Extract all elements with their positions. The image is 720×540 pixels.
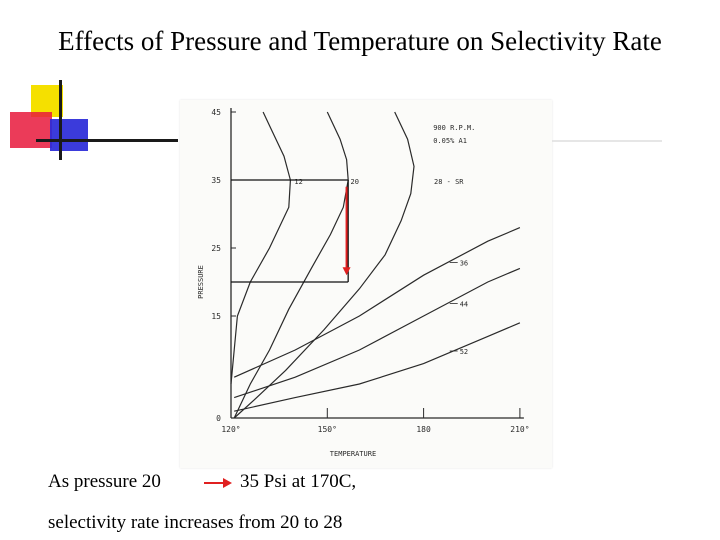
slide-title: Effects of Pressure and Temperature on S…: [58, 26, 662, 56]
x-tick-label: 180: [416, 425, 431, 434]
series-line-3: [233, 111, 415, 419]
y-tick-label: 15: [211, 312, 221, 321]
title-rule-right: [550, 140, 662, 142]
x-tick-label: 120°: [221, 425, 240, 434]
highlight-arrow-head: [342, 267, 351, 276]
logo-blue-square: [50, 119, 88, 151]
pressure-temperature-chart: 0 15 25 35 45 120° 150° 180 210° TEMPERATURE PRESS…: [180, 100, 552, 468]
title-rule: [36, 139, 178, 142]
x-tick-label: 210°: [510, 425, 529, 434]
y-tick-label: 0: [216, 414, 221, 423]
series-label: 20: [351, 178, 359, 186]
presentation-logo: [10, 80, 88, 160]
series-label: 52: [460, 348, 468, 356]
logo-vertical-bar: [59, 80, 62, 160]
series-label: 36: [460, 260, 468, 268]
chart-annotation: 900 R.P.M.: [433, 124, 475, 132]
series-line-5: [234, 267, 521, 399]
series-line-2: [233, 111, 349, 419]
series-line-6: [234, 322, 521, 412]
right-arrow-icon: [204, 478, 232, 488]
logo-red-square: [10, 112, 52, 148]
series-label: 28 - SR: [434, 178, 464, 186]
series-label: 12: [294, 178, 302, 186]
y-tick-label: 45: [211, 108, 221, 117]
chart-svg: 0 15 25 35 45 120° 150° 180 210° TEMPERATURE PRESS…: [197, 108, 530, 458]
x-tick-label: 150°: [318, 425, 337, 434]
series-line-1: [230, 111, 292, 385]
caption-psi-text: 35 Psi at 170C,: [240, 471, 357, 492]
y-tick-label: 25: [211, 244, 221, 253]
series-line-4: [233, 227, 521, 378]
caption-pressure-text: As pressure 20: [48, 471, 161, 492]
caption-line-2: selectivity rate increases from 20 to 28: [48, 512, 343, 533]
y-tick-label: 35: [211, 176, 221, 185]
logo-yellow-square: [31, 85, 63, 117]
x-axis-label: TEMPERATURE: [330, 450, 376, 458]
y-axis-label: PRESSURE: [197, 265, 205, 299]
chart-annotation: 0.05% A1: [433, 137, 467, 145]
series-label: 44: [460, 300, 468, 308]
